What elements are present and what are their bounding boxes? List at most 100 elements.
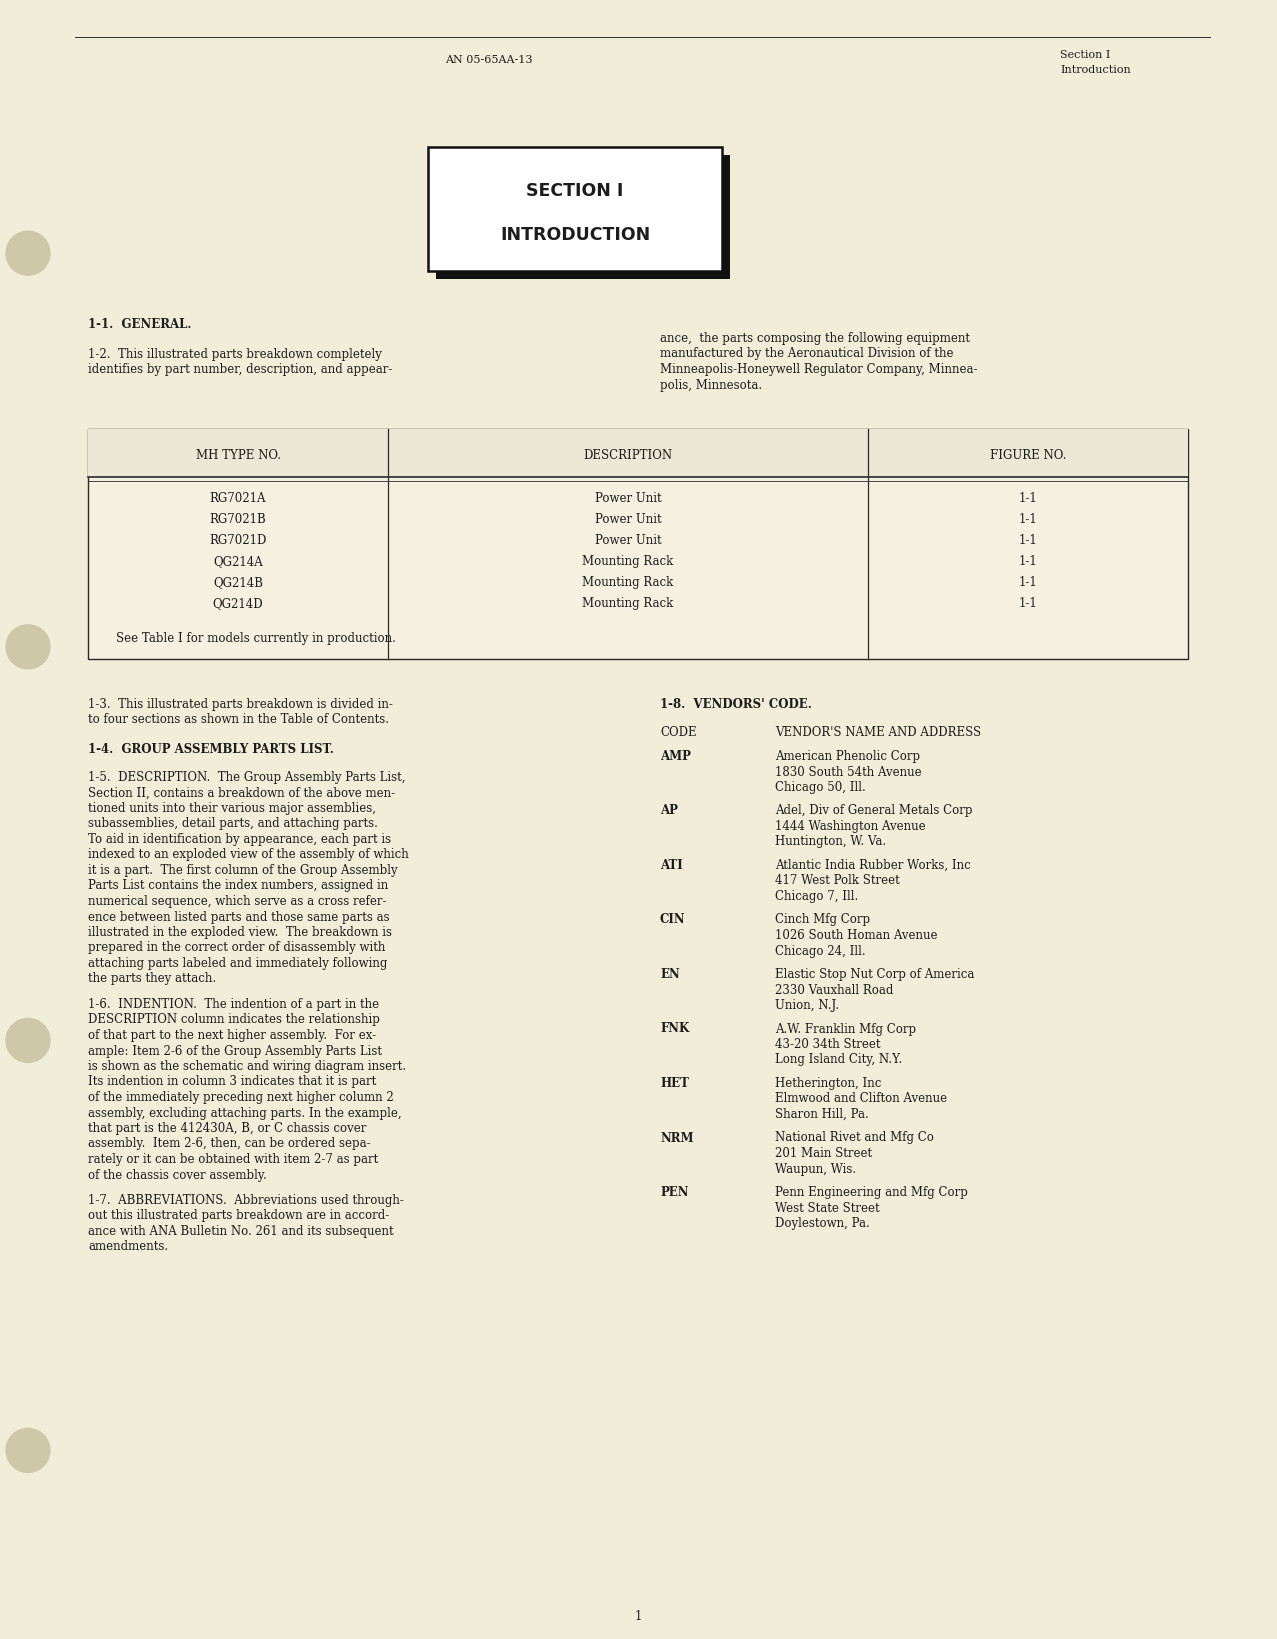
Text: of that part to the next higher assembly.  For ex-: of that part to the next higher assembly…: [88, 1028, 377, 1041]
Text: Penn Engineering and Mfg Corp: Penn Engineering and Mfg Corp: [775, 1185, 968, 1198]
Text: To aid in identification by appearance, each part is: To aid in identification by appearance, …: [88, 833, 391, 846]
Text: 1-2.  This illustrated parts breakdown completely: 1-2. This illustrated parts breakdown co…: [88, 347, 382, 361]
Text: Mounting Rack: Mounting Rack: [582, 597, 674, 610]
Text: ance with ANA Bulletin No. 261 and its subsequent: ance with ANA Bulletin No. 261 and its s…: [88, 1224, 393, 1237]
Text: Hetherington, Inc: Hetherington, Inc: [775, 1077, 881, 1090]
Text: Elastic Stop Nut Corp of America: Elastic Stop Nut Corp of America: [775, 967, 974, 980]
Text: 1-6.  INDENTION.  The indention of a part in the: 1-6. INDENTION. The indention of a part …: [88, 998, 379, 1010]
Text: Section I: Section I: [1060, 49, 1111, 61]
Text: polis, Minnesota.: polis, Minnesota.: [660, 379, 762, 392]
Text: RG7021A: RG7021A: [209, 492, 266, 505]
Text: Mounting Rack: Mounting Rack: [582, 554, 674, 567]
Text: AMP: AMP: [660, 749, 691, 762]
Text: Its indention in column 3 indicates that it is part: Its indention in column 3 indicates that…: [88, 1075, 377, 1088]
Text: amendments.: amendments.: [88, 1239, 169, 1252]
Text: Waupun, Wis.: Waupun, Wis.: [775, 1162, 856, 1175]
Text: of the chassis cover assembly.: of the chassis cover assembly.: [88, 1169, 267, 1180]
Text: DESCRIPTION: DESCRIPTION: [584, 449, 673, 462]
Text: INTRODUCTION: INTRODUCTION: [499, 226, 650, 244]
Text: QG214A: QG214A: [213, 554, 263, 567]
Text: 1: 1: [635, 1609, 641, 1623]
Text: 1-1: 1-1: [1019, 534, 1037, 547]
Text: Elmwood and Clifton Avenue: Elmwood and Clifton Avenue: [775, 1092, 948, 1105]
Text: American Phenolic Corp: American Phenolic Corp: [775, 749, 921, 762]
Text: Introduction: Introduction: [1060, 66, 1130, 75]
Text: 1444 Washington Avenue: 1444 Washington Avenue: [775, 820, 926, 833]
Bar: [428, 148, 722, 272]
Text: PEN: PEN: [660, 1185, 688, 1198]
Text: SECTION I: SECTION I: [526, 182, 623, 200]
Text: Chicago 7, Ill.: Chicago 7, Ill.: [775, 890, 858, 903]
Text: FNK: FNK: [660, 1021, 690, 1034]
Text: subassemblies, detail parts, and attaching parts.: subassemblies, detail parts, and attachi…: [88, 816, 378, 829]
Text: 1-1.  GENERAL.: 1-1. GENERAL.: [88, 318, 192, 331]
Text: prepared in the correct order of disassembly with: prepared in the correct order of disasse…: [88, 941, 386, 954]
Text: ample: Item 2-6 of the Group Assembly Parts List: ample: Item 2-6 of the Group Assembly Pa…: [88, 1044, 382, 1057]
Text: 1-7.  ABBREVIATIONS.  Abbreviations used through-: 1-7. ABBREVIATIONS. Abbreviations used t…: [88, 1193, 404, 1206]
Text: Minneapolis-Honeywell Regulator Company, Minnea-: Minneapolis-Honeywell Regulator Company,…: [660, 362, 977, 375]
Text: 417 West Polk Street: 417 West Polk Street: [775, 874, 900, 887]
Text: of the immediately preceding next higher column 2: of the immediately preceding next higher…: [88, 1090, 393, 1103]
Bar: [435, 156, 730, 280]
Text: Atlantic India Rubber Works, Inc: Atlantic India Rubber Works, Inc: [775, 859, 971, 872]
Text: attaching parts labeled and immediately following: attaching parts labeled and immediately …: [88, 957, 387, 969]
Text: VENDOR'S NAME AND ADDRESS: VENDOR'S NAME AND ADDRESS: [775, 726, 981, 739]
Text: HET: HET: [660, 1077, 688, 1090]
Text: A.W. Franklin Mfg Corp: A.W. Franklin Mfg Corp: [775, 1021, 916, 1034]
Text: Adel, Div of General Metals Corp: Adel, Div of General Metals Corp: [775, 805, 973, 816]
Text: 1-1: 1-1: [1019, 492, 1037, 505]
Text: 1026 South Homan Avenue: 1026 South Homan Avenue: [775, 928, 937, 941]
Text: is shown as the schematic and wiring diagram insert.: is shown as the schematic and wiring dia…: [88, 1059, 406, 1072]
Text: to four sections as shown in the Table of Contents.: to four sections as shown in the Table o…: [88, 713, 389, 726]
Text: Parts List contains the index numbers, assigned in: Parts List contains the index numbers, a…: [88, 879, 388, 892]
Bar: [88, 429, 1188, 659]
Text: 201 Main Street: 201 Main Street: [775, 1146, 872, 1159]
Text: CODE: CODE: [660, 726, 697, 739]
Text: AN 05-65AA-13: AN 05-65AA-13: [444, 56, 533, 66]
Text: AP: AP: [660, 805, 678, 816]
Text: Chicago 24, Ill.: Chicago 24, Ill.: [775, 944, 866, 957]
Text: 1-1: 1-1: [1019, 554, 1037, 567]
Text: Sharon Hill, Pa.: Sharon Hill, Pa.: [775, 1108, 868, 1121]
Text: tioned units into their various major assemblies,: tioned units into their various major as…: [88, 801, 375, 815]
Text: Union, N.J.: Union, N.J.: [775, 998, 839, 1011]
Text: manufactured by the Aeronautical Division of the: manufactured by the Aeronautical Divisio…: [660, 347, 954, 361]
Text: 2330 Vauxhall Road: 2330 Vauxhall Road: [775, 983, 894, 997]
Circle shape: [6, 233, 50, 275]
Circle shape: [6, 1019, 50, 1062]
Text: assembly.  Item 2-6, then, can be ordered sepa-: assembly. Item 2-6, then, can be ordered…: [88, 1137, 370, 1151]
Text: Power Unit: Power Unit: [595, 534, 661, 547]
Text: 1-1: 1-1: [1019, 513, 1037, 526]
Text: 1-5.  DESCRIPTION.  The Group Assembly Parts List,: 1-5. DESCRIPTION. The Group Assembly Par…: [88, 770, 406, 783]
Text: QG214B: QG214B: [213, 575, 263, 588]
Text: 1-1: 1-1: [1019, 575, 1037, 588]
Text: West State Street: West State Street: [775, 1201, 880, 1214]
Text: 43-20 34th Street: 43-20 34th Street: [775, 1037, 881, 1051]
Text: ATI: ATI: [660, 859, 683, 872]
Bar: [88, 429, 1188, 477]
Text: indexed to an exploded view of the assembly of which: indexed to an exploded view of the assem…: [88, 847, 409, 860]
Text: 1-8.  VENDORS' CODE.: 1-8. VENDORS' CODE.: [660, 698, 812, 711]
Text: Section II, contains a breakdown of the above men-: Section II, contains a breakdown of the …: [88, 787, 395, 798]
Text: Power Unit: Power Unit: [595, 492, 661, 505]
Text: 1-1: 1-1: [1019, 597, 1037, 610]
Text: Power Unit: Power Unit: [595, 513, 661, 526]
Text: identifies by part number, description, and appear-: identifies by part number, description, …: [88, 364, 392, 377]
Text: numerical sequence, which serve as a cross refer-: numerical sequence, which serve as a cro…: [88, 895, 387, 908]
Text: 1-4.  GROUP ASSEMBLY PARTS LIST.: 1-4. GROUP ASSEMBLY PARTS LIST.: [88, 742, 333, 756]
Text: 1-3.  This illustrated parts breakdown is divided in-: 1-3. This illustrated parts breakdown is…: [88, 698, 393, 711]
Circle shape: [6, 1429, 50, 1472]
Text: Doylestown, Pa.: Doylestown, Pa.: [775, 1216, 870, 1229]
Text: MH TYPE NO.: MH TYPE NO.: [195, 449, 281, 462]
Text: National Rivet and Mfg Co: National Rivet and Mfg Co: [775, 1131, 933, 1144]
Text: QG214D: QG214D: [213, 597, 263, 610]
Text: RG7021D: RG7021D: [209, 534, 267, 547]
Text: Long Island City, N.Y.: Long Island City, N.Y.: [775, 1052, 903, 1065]
Text: ance,  the parts composing the following equipment: ance, the parts composing the following …: [660, 331, 971, 344]
Text: Chicago 50, Ill.: Chicago 50, Ill.: [775, 780, 866, 793]
Text: assembly, excluding attaching parts. In the example,: assembly, excluding attaching parts. In …: [88, 1106, 402, 1119]
Text: CIN: CIN: [660, 913, 686, 926]
Text: See Table I for models currently in production.: See Table I for models currently in prod…: [116, 631, 396, 644]
Text: that part is the 412430A, B, or C chassis cover: that part is the 412430A, B, or C chassi…: [88, 1121, 366, 1134]
Text: NRM: NRM: [660, 1131, 693, 1144]
